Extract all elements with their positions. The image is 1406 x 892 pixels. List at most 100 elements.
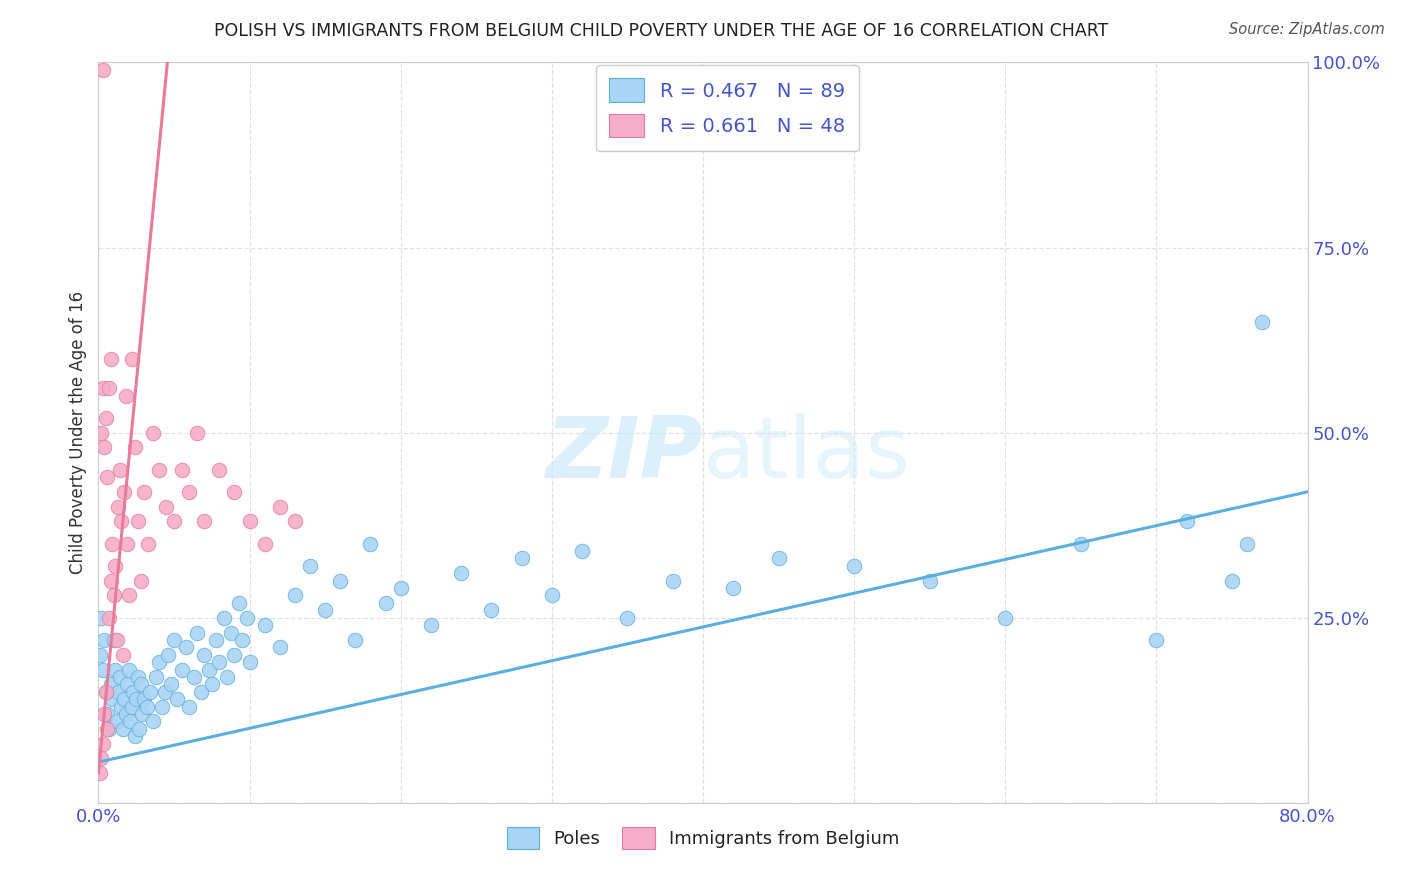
Point — [93, 632, 115, 647]
Point — [253, 536, 276, 550]
Point — [239, 655, 262, 669]
Point — [190, 685, 212, 699]
Point — [91, 663, 114, 677]
Point — [136, 536, 159, 550]
Point — [481, 603, 503, 617]
Point — [179, 484, 201, 499]
Point — [94, 685, 117, 699]
Point — [510, 551, 533, 566]
Point — [540, 589, 562, 603]
Point — [228, 596, 250, 610]
Point — [150, 699, 173, 714]
Point — [1070, 536, 1092, 550]
Point — [127, 670, 149, 684]
Point — [450, 566, 472, 581]
Point — [163, 632, 186, 647]
Point — [108, 670, 131, 684]
Point — [183, 670, 205, 684]
Point — [121, 699, 143, 714]
Point — [768, 551, 790, 566]
Point — [269, 500, 291, 514]
Point — [142, 714, 165, 729]
Point — [96, 470, 118, 484]
Point — [101, 536, 124, 550]
Point — [1144, 632, 1167, 647]
Point — [994, 610, 1017, 624]
Point — [90, 610, 112, 624]
Point — [121, 351, 143, 366]
Point — [360, 536, 382, 550]
Point — [160, 677, 183, 691]
Point — [389, 581, 412, 595]
Point — [131, 706, 153, 721]
Point — [91, 62, 114, 77]
Point — [201, 677, 224, 691]
Point — [163, 515, 186, 529]
Point — [145, 670, 167, 684]
Point — [103, 589, 125, 603]
Text: Source: ZipAtlas.com: Source: ZipAtlas.com — [1229, 22, 1385, 37]
Point — [129, 574, 152, 588]
Point — [197, 663, 219, 677]
Point — [114, 706, 136, 721]
Point — [208, 655, 231, 669]
Point — [269, 640, 291, 655]
Point — [112, 692, 135, 706]
Point — [107, 685, 129, 699]
Point — [174, 640, 197, 655]
Point — [110, 515, 132, 529]
Point — [104, 663, 127, 677]
Point — [100, 351, 122, 366]
Point — [128, 722, 150, 736]
Point — [208, 462, 231, 476]
Point — [155, 500, 177, 514]
Point — [1220, 574, 1243, 588]
Point — [94, 410, 117, 425]
Point — [129, 677, 152, 691]
Point — [148, 462, 170, 476]
Point — [118, 663, 141, 677]
Point — [132, 692, 155, 706]
Point — [101, 692, 124, 706]
Point — [314, 603, 336, 617]
Point — [616, 610, 638, 624]
Point — [723, 581, 745, 595]
Point — [193, 648, 215, 662]
Point — [1236, 536, 1258, 550]
Point — [329, 574, 352, 588]
Point — [284, 515, 307, 529]
Point — [115, 536, 138, 550]
Point — [186, 625, 208, 640]
Point — [124, 729, 146, 743]
Text: atlas: atlas — [703, 413, 911, 496]
Point — [98, 381, 121, 395]
Point — [96, 722, 118, 736]
Text: ZIP: ZIP — [546, 413, 703, 496]
Point — [170, 462, 193, 476]
Point — [100, 574, 122, 588]
Point — [100, 677, 122, 691]
Point — [127, 515, 149, 529]
Point — [107, 500, 129, 514]
Point — [111, 648, 134, 662]
Point — [374, 596, 396, 610]
Point — [89, 766, 111, 780]
Point — [661, 574, 683, 588]
Point — [104, 558, 127, 573]
Point — [299, 558, 322, 573]
Point — [239, 515, 262, 529]
Point — [212, 610, 235, 624]
Point — [148, 655, 170, 669]
Point — [918, 574, 941, 588]
Legend: Poles, Immigrants from Belgium: Poles, Immigrants from Belgium — [499, 821, 907, 856]
Point — [105, 632, 128, 647]
Point — [115, 677, 138, 691]
Point — [224, 648, 246, 662]
Point — [98, 722, 121, 736]
Point — [114, 388, 136, 402]
Point — [135, 699, 157, 714]
Point — [118, 589, 141, 603]
Point — [179, 699, 201, 714]
Point — [224, 484, 246, 499]
Point — [142, 425, 165, 440]
